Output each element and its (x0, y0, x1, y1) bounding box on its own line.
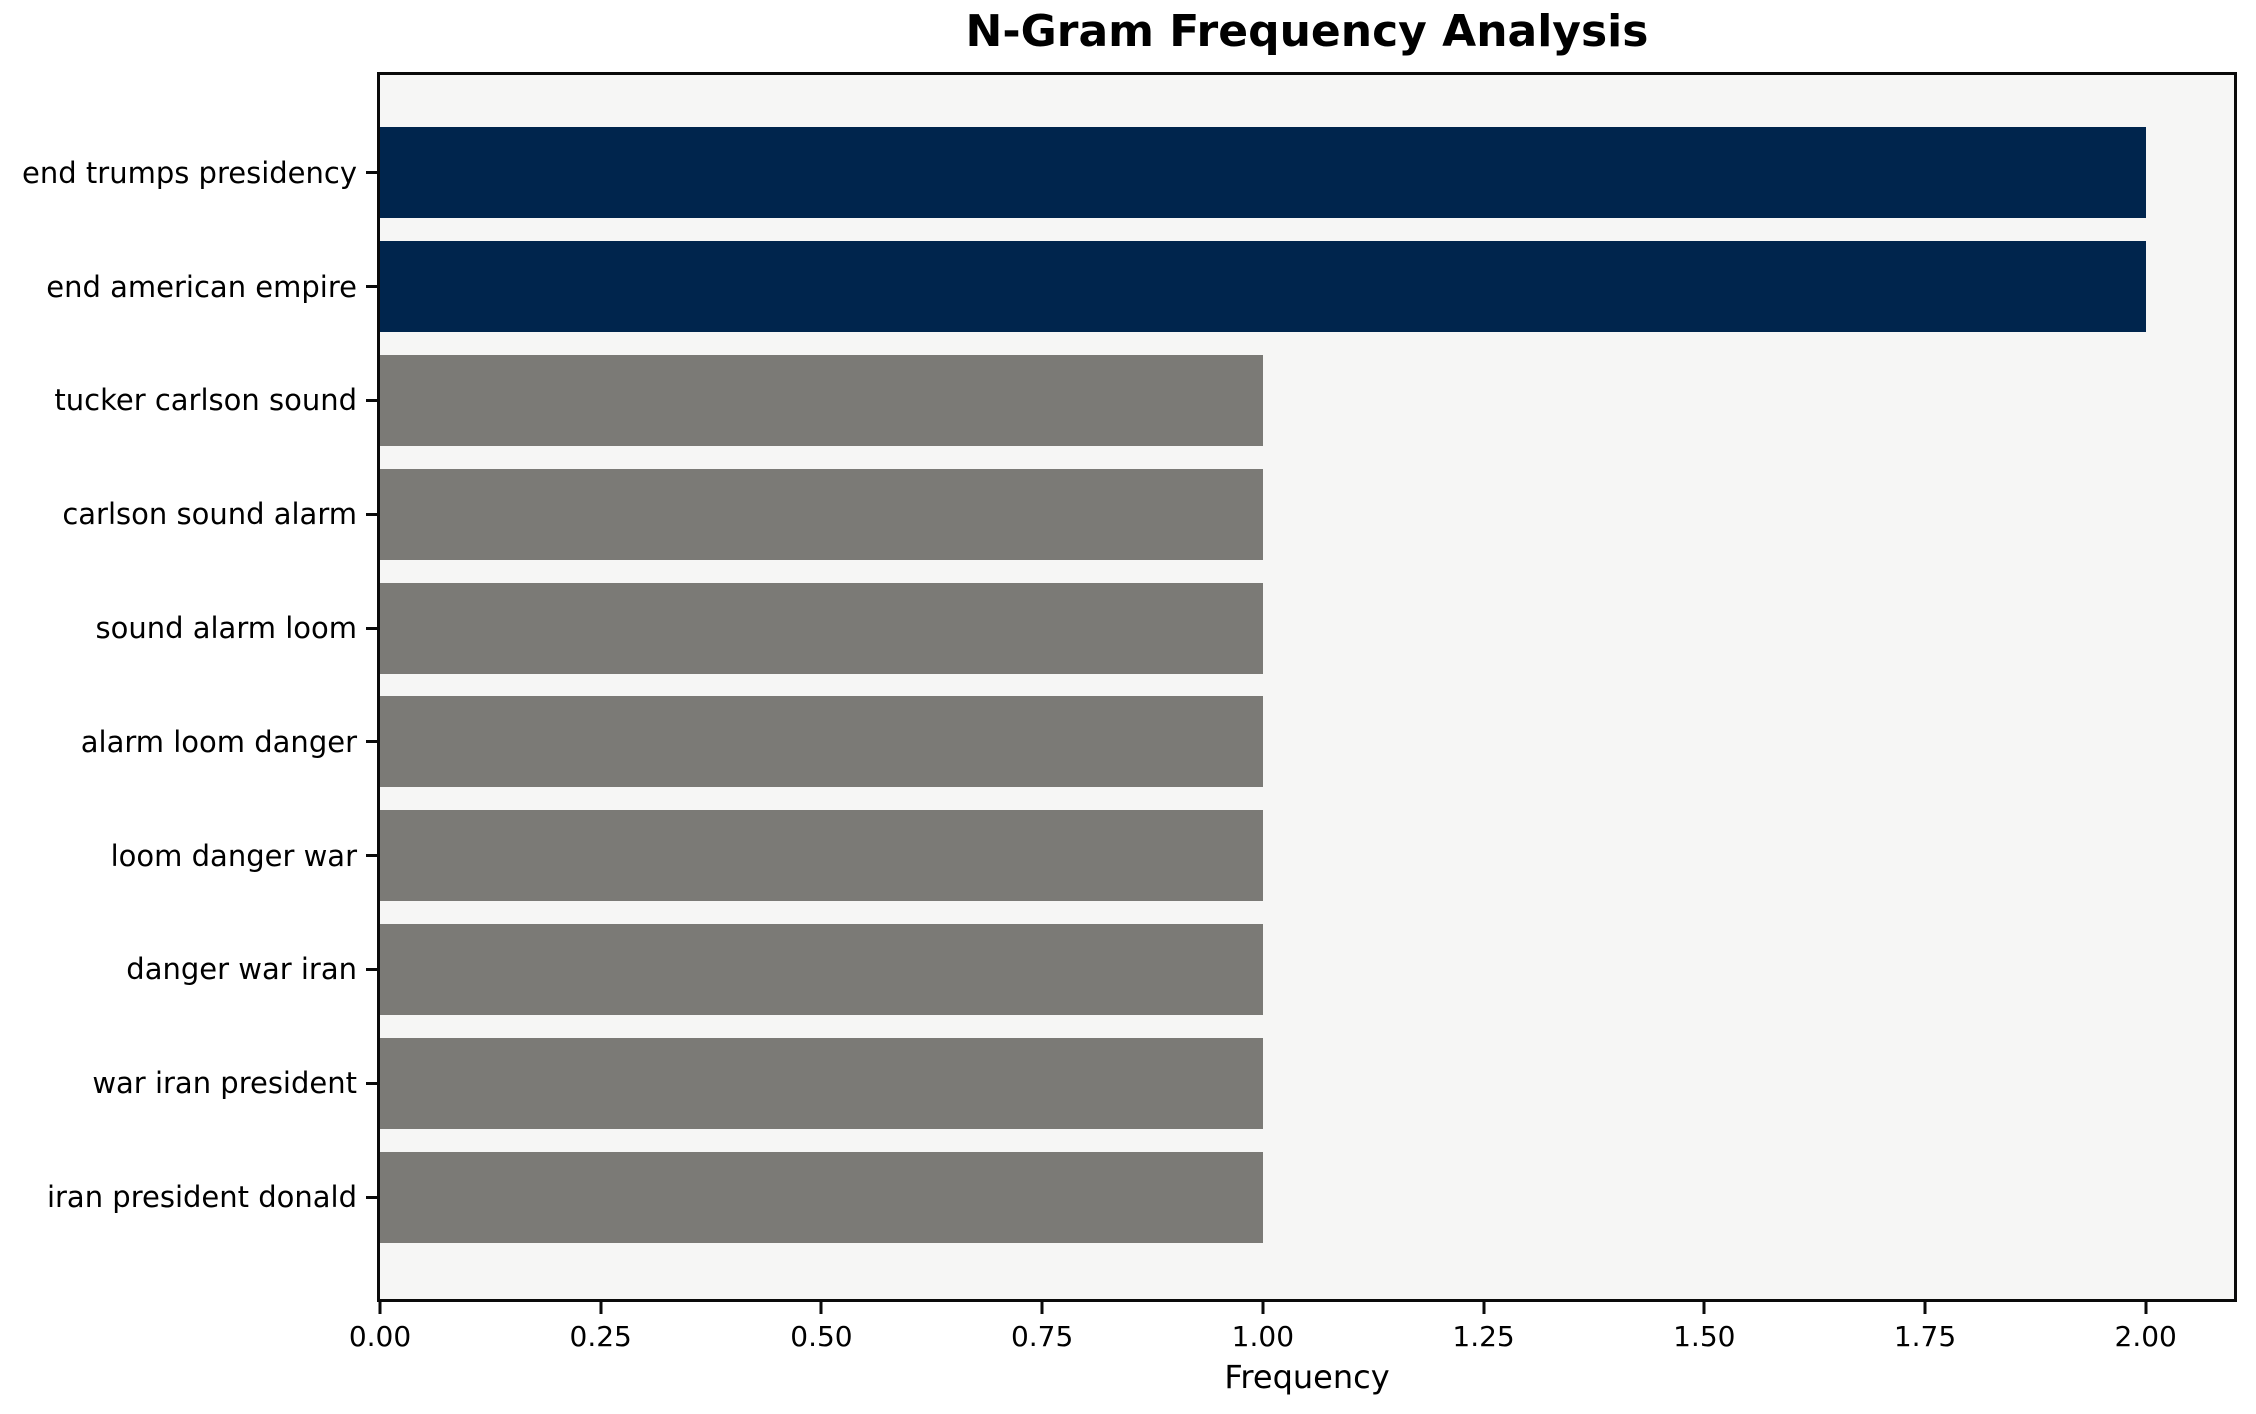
x-tick-label: 0.25 (569, 1320, 632, 1353)
bar-sound-alarm-loom (380, 582, 1263, 674)
y-tick-label: end trumps presidency (22, 155, 357, 190)
y-tick-label: carlson sound alarm (62, 497, 357, 532)
x-tick-label: 0.50 (790, 1320, 853, 1353)
y-tick-mark (366, 171, 377, 175)
y-label-row: sound alarm loom (0, 571, 377, 685)
x-tick-mark (1702, 1302, 1706, 1314)
y-tick-label: danger war iran (126, 952, 357, 987)
y-tick-label: alarm loom danger (80, 724, 357, 759)
x-tick-label: 1.75 (1893, 1320, 1957, 1353)
bar-iran-president-donald (380, 1151, 1263, 1243)
chart-title: N-Gram Frequency Analysis (965, 6, 1649, 57)
bar-row (380, 116, 2234, 230)
y-tick-label: loom danger war (110, 838, 357, 873)
bar-tucker-carlson-sound (380, 354, 1263, 446)
y-tick-mark (366, 285, 377, 289)
x-tick-mark (599, 1302, 603, 1314)
bar-row (380, 799, 2234, 913)
y-tick-mark (366, 967, 377, 971)
y-label-row: alarm loom danger (0, 685, 377, 799)
y-tick-mark (366, 1195, 377, 1199)
x-tick-label: 1.00 (1231, 1320, 1295, 1353)
y-tick-mark (366, 740, 377, 744)
x-tick-label: 0.75 (1010, 1320, 1074, 1353)
bar-war-iran-president (380, 1037, 1263, 1129)
y-label-row: tucker carlson sound (0, 344, 377, 458)
bar-carlson-sound-alarm (380, 468, 1263, 560)
x-tick-mark (1261, 1302, 1265, 1314)
x-tick-mark (1040, 1302, 1044, 1314)
x-axis-title: Frequency (1224, 1358, 1390, 1396)
y-tick-label: war iran president (92, 1066, 357, 1101)
y-label-row: danger war iran (0, 913, 377, 1027)
y-axis-labels: end trumps presidency end american empire… (0, 75, 377, 1254)
x-tick-mark (1923, 1302, 1927, 1314)
x-tick-label: 0.00 (348, 1320, 412, 1353)
bar-loom-danger-war (380, 810, 1263, 902)
bars-container (380, 75, 2234, 1299)
y-label-row: carlson sound alarm (0, 457, 377, 571)
x-tick-mark (819, 1302, 823, 1314)
y-tick-mark (366, 1081, 377, 1085)
bar-row (380, 685, 2234, 799)
y-tick-label: sound alarm loom (95, 611, 357, 646)
y-tick-mark (366, 398, 377, 402)
y-label-row: loom danger war (0, 799, 377, 913)
y-label-row: war iran president (0, 1026, 377, 1140)
y-label-row: end trumps presidency (0, 116, 377, 230)
y-tick-mark (366, 626, 377, 630)
bar-alarm-loom-danger (380, 696, 1263, 788)
bar-end-american-empire (380, 241, 2146, 333)
x-tick-mark (1482, 1302, 1486, 1314)
x-tick-label: 1.50 (1673, 1320, 1736, 1353)
x-tick-mark (378, 1302, 382, 1314)
x-tick-mark (2144, 1302, 2148, 1314)
y-tick-mark (366, 854, 377, 858)
bar-danger-war-iran (380, 923, 1263, 1015)
bar-row (380, 344, 2234, 458)
y-tick-label: end american empire (46, 269, 357, 304)
y-tick-mark (366, 512, 377, 516)
x-tick-label: 2.00 (2114, 1320, 2177, 1353)
bar-row (380, 913, 2234, 1027)
y-tick-label: tucker carlson sound (54, 383, 357, 418)
bar-end-trumps-presidency (380, 127, 2146, 219)
bar-row (380, 457, 2234, 571)
x-tick-label: 1.25 (1452, 1320, 1515, 1353)
bar-row (380, 571, 2234, 685)
y-label-row: end american empire (0, 230, 377, 344)
y-tick-label: iran president donald (46, 1180, 357, 1215)
plot-area (377, 72, 2237, 1302)
bar-row (380, 230, 2234, 344)
y-label-row: iran president donald (0, 1140, 377, 1254)
bar-row (380, 1026, 2234, 1140)
bar-row (380, 1140, 2234, 1254)
